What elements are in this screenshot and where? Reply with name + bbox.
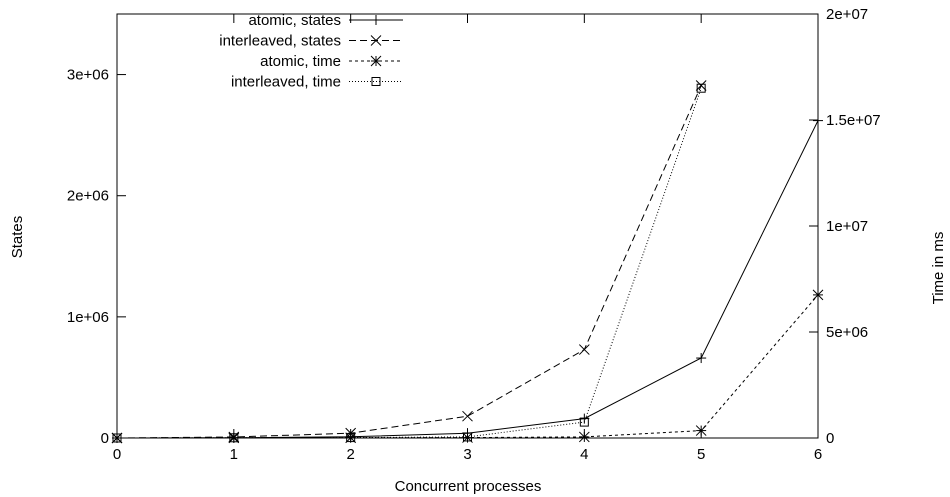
data-point (696, 353, 707, 364)
data-point (370, 55, 382, 67)
y-tick-label-left: 1e+06 (67, 309, 109, 326)
y-tick-label-right: 2e+07 (826, 6, 868, 23)
series-line (116, 120, 819, 439)
x-tick-label: 4 (580, 446, 588, 463)
series-layer (111, 80, 824, 444)
x-tick-label: 0 (113, 446, 121, 463)
legend-label: atomic, states (248, 12, 341, 29)
x-tick-label: 5 (697, 446, 705, 463)
x-axis-label: Concurrent processes (395, 478, 542, 495)
y-tick-label-left: 0 (101, 430, 109, 447)
data-point (579, 417, 589, 427)
data-point (812, 289, 824, 301)
legend-entry: atomic, states (248, 12, 403, 29)
series-line (116, 85, 702, 439)
data-point (696, 83, 706, 93)
legend-label: interleaved, time (231, 74, 341, 91)
y-tick-label-left: 2e+06 (67, 188, 109, 205)
data-point (813, 115, 823, 126)
x-tick-label: 6 (814, 446, 822, 463)
plot-frame (116, 13, 819, 439)
y-axis-label-right: Time in ms (930, 232, 947, 305)
y-tick-label-right: 1e+07 (826, 218, 868, 235)
axes: 0 1 2 3 4 5 601e+062e+063e+0605e+061e+071.5e+0… (67, 6, 881, 463)
series-line (116, 88, 702, 439)
y-tick-label-left: 3e+06 (67, 67, 109, 84)
legend-label: interleaved, states (219, 33, 341, 50)
x-tick-label: 2 (346, 446, 354, 463)
data-point (695, 80, 707, 91)
y-tick-label-right: 1.5e+07 (826, 112, 881, 129)
plot-border (116, 13, 819, 439)
y-tick-label-right: 5e+06 (826, 324, 868, 341)
data-point (462, 410, 473, 422)
series-2 (111, 80, 707, 444)
data-point (578, 344, 590, 355)
x-tick-label: 1 (230, 446, 238, 463)
legend-entry: interleaved, time (231, 74, 403, 91)
series-1 (112, 115, 823, 443)
legend-label: atomic, time (260, 53, 341, 70)
y-tick-label-right: 0 (826, 430, 834, 447)
y-axis-label-left: States (9, 216, 26, 259)
legend-entry: atomic, time (260, 53, 403, 70)
data-point (371, 77, 381, 86)
legend-entry: interleaved, states (219, 33, 403, 50)
series-4 (112, 83, 706, 443)
legend: atomic, states interleaved, states atomic,… (219, 12, 403, 91)
x-tick-label: 3 (463, 446, 471, 463)
data-point (371, 15, 381, 25)
series-3 (111, 289, 824, 444)
data-point (370, 35, 382, 46)
